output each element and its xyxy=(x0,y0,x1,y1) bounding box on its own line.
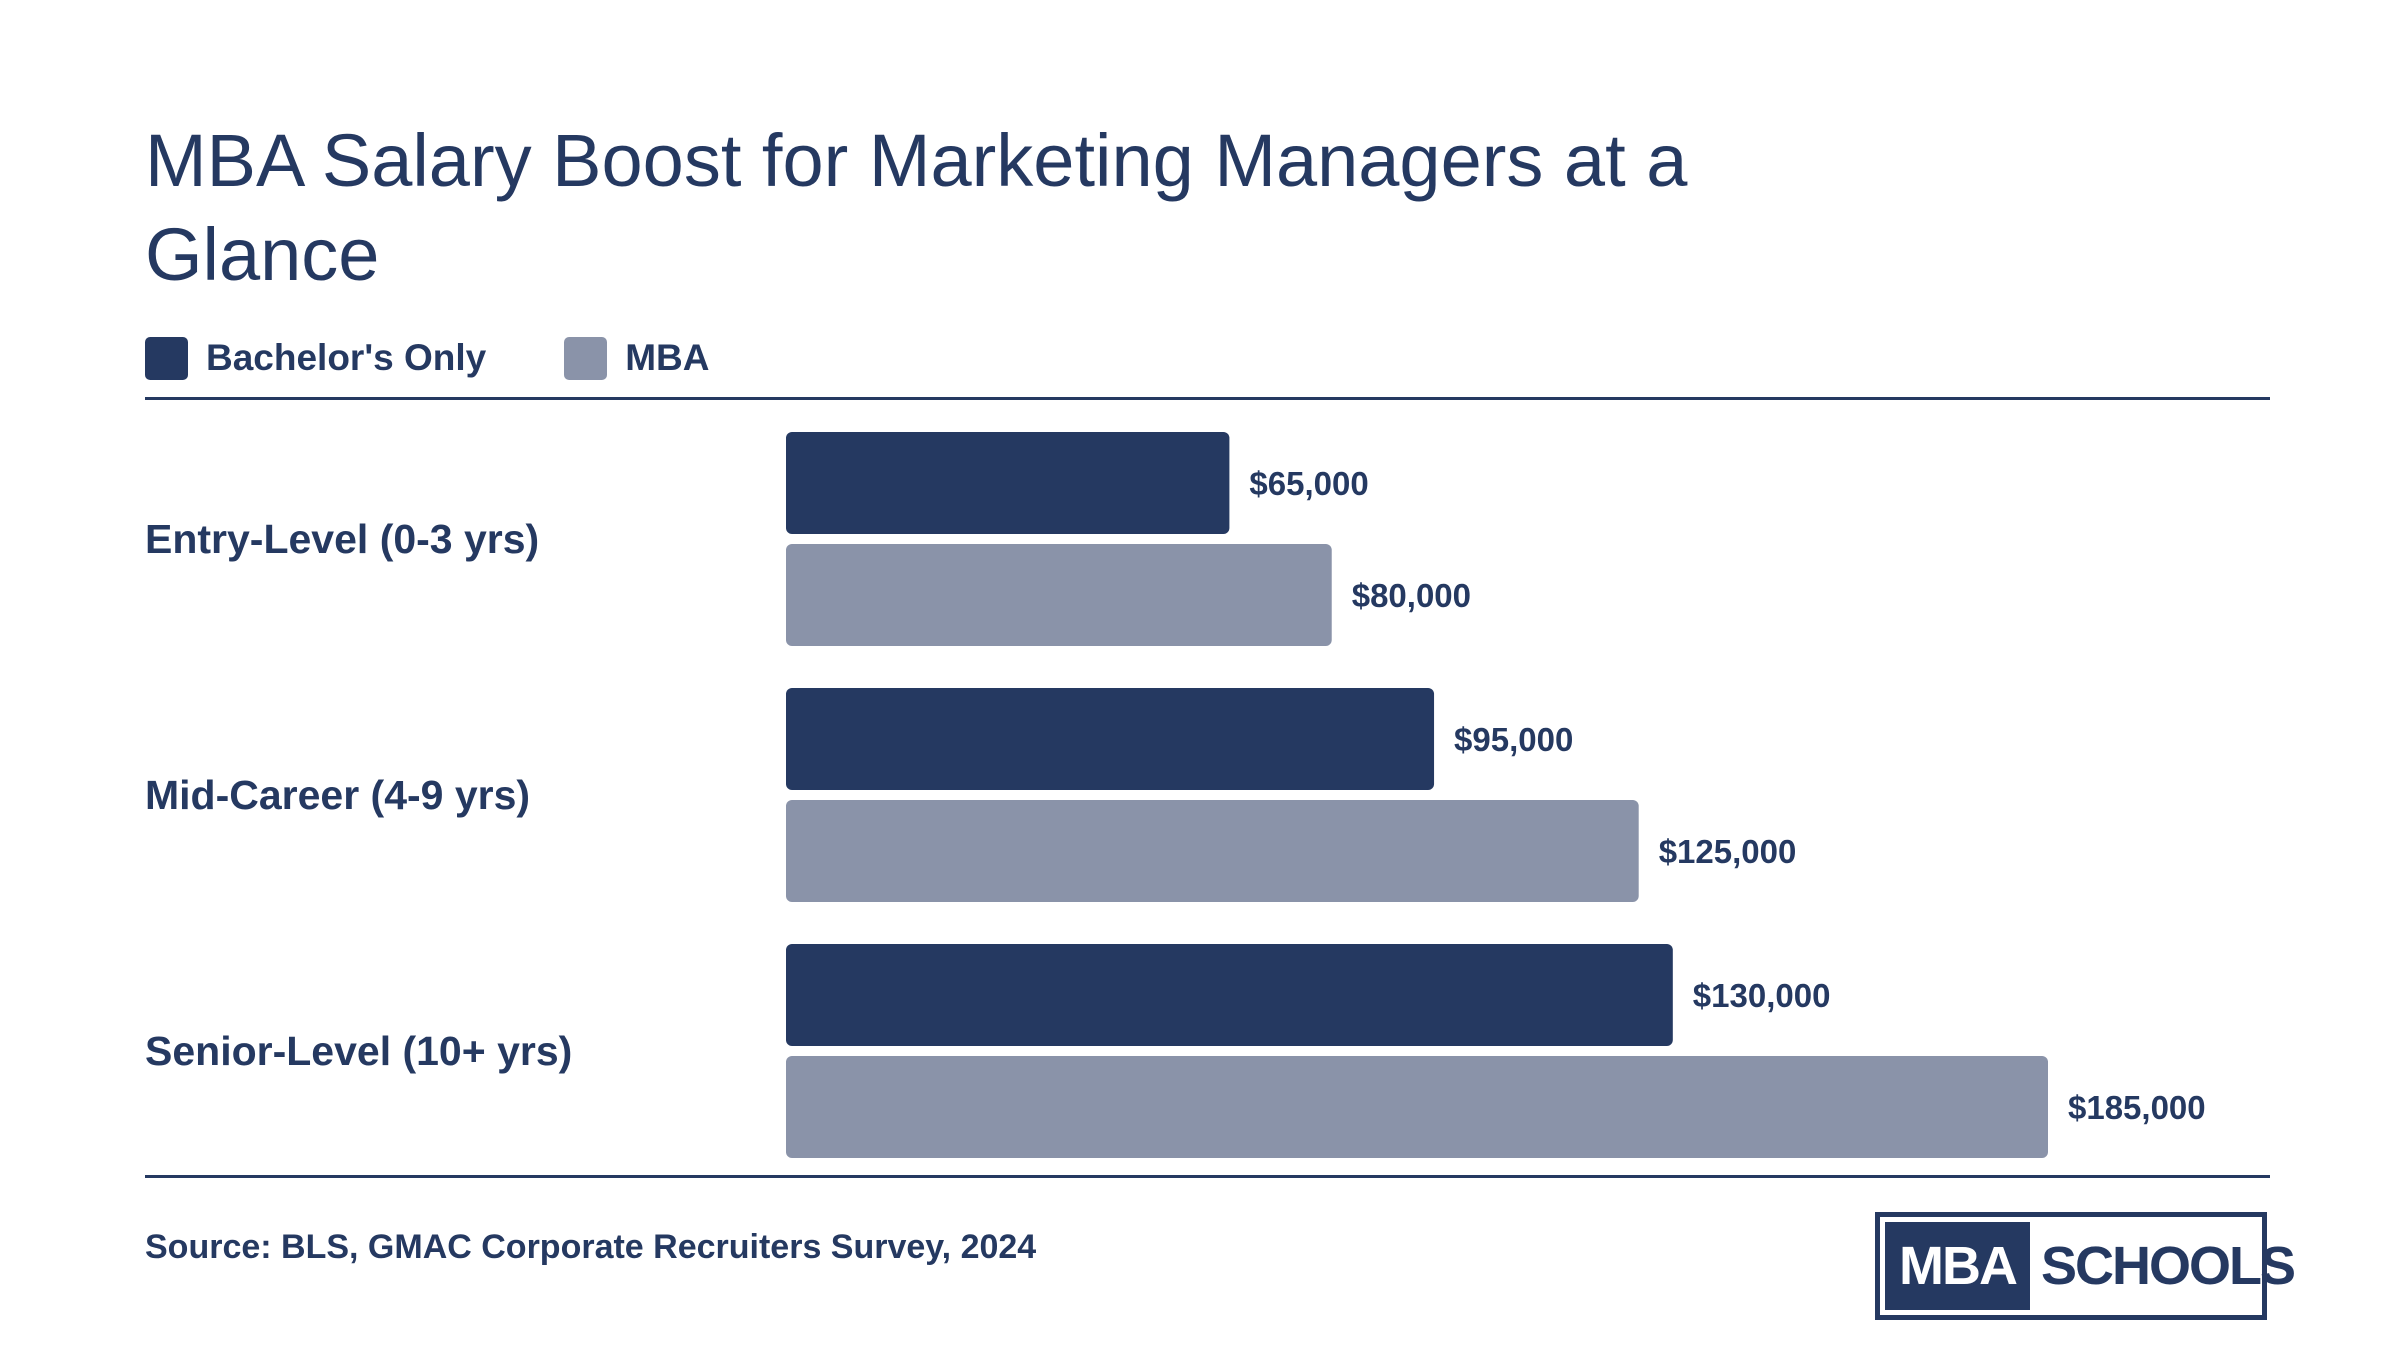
bar-mba-mid-career-4-9-yrs xyxy=(786,800,1639,902)
data-label-mba-entry-level-0-3-yrs: $80,000 xyxy=(1352,577,1471,614)
bar-mba-senior-level-10-yrs xyxy=(786,1056,2048,1158)
top-divider xyxy=(145,397,2270,400)
legend-label-mba: MBA xyxy=(625,337,710,378)
legend-label-bachelors: Bachelor's Only xyxy=(206,337,487,378)
data-label-bachelor-s-only-senior-level-10-yrs: $130,000 xyxy=(1693,977,1831,1014)
bar-bachelor-s-only-mid-career-4-9-yrs xyxy=(786,688,1435,790)
chart-title: MBA Salary Boost for Marketing Managers … xyxy=(145,119,1688,296)
bar-mba-entry-level-0-3-yrs xyxy=(786,544,1332,646)
bar-bachelor-s-only-senior-level-10-yrs xyxy=(786,944,1673,1046)
data-label-bachelor-s-only-entry-level-0-3-yrs: $65,000 xyxy=(1249,465,1368,502)
bar-bachelor-s-only-entry-level-0-3-yrs xyxy=(786,432,1230,534)
bottom-divider xyxy=(145,1175,2270,1178)
legend-item-bachelors: Bachelor's Only xyxy=(145,336,487,380)
legend-item-mba: MBA xyxy=(564,336,710,380)
data-label-mba-mid-career-4-9-yrs: $125,000 xyxy=(1659,833,1797,870)
source-note: Source: BLS, GMAC Corporate Recruiters S… xyxy=(145,1228,1037,1266)
logo-mba-text: MBA xyxy=(1885,1222,2030,1310)
category-label-senior-level-10-yrs: Senior-Level (10+ yrs) xyxy=(145,1028,572,1074)
legend-swatch-mba xyxy=(564,336,608,380)
data-label-mba-senior-level-10-yrs: $185,000 xyxy=(2068,1089,2206,1126)
logo-schools-text: SCHOOLS xyxy=(2040,1236,2296,1296)
legend: Bachelor's Only MBA xyxy=(145,336,788,380)
data-label-bachelor-s-only-mid-career-4-9-yrs: $95,000 xyxy=(1454,721,1573,758)
mba-schools-logo: MBA SCHOOLS xyxy=(1875,1212,2296,1320)
category-label-entry-level-0-3-yrs: Entry-Level (0-3 yrs) xyxy=(145,516,539,562)
legend-swatch-bachelors xyxy=(145,336,188,380)
category-label-mid-career-4-9-yrs: Mid-Career (4-9 yrs) xyxy=(145,772,530,818)
